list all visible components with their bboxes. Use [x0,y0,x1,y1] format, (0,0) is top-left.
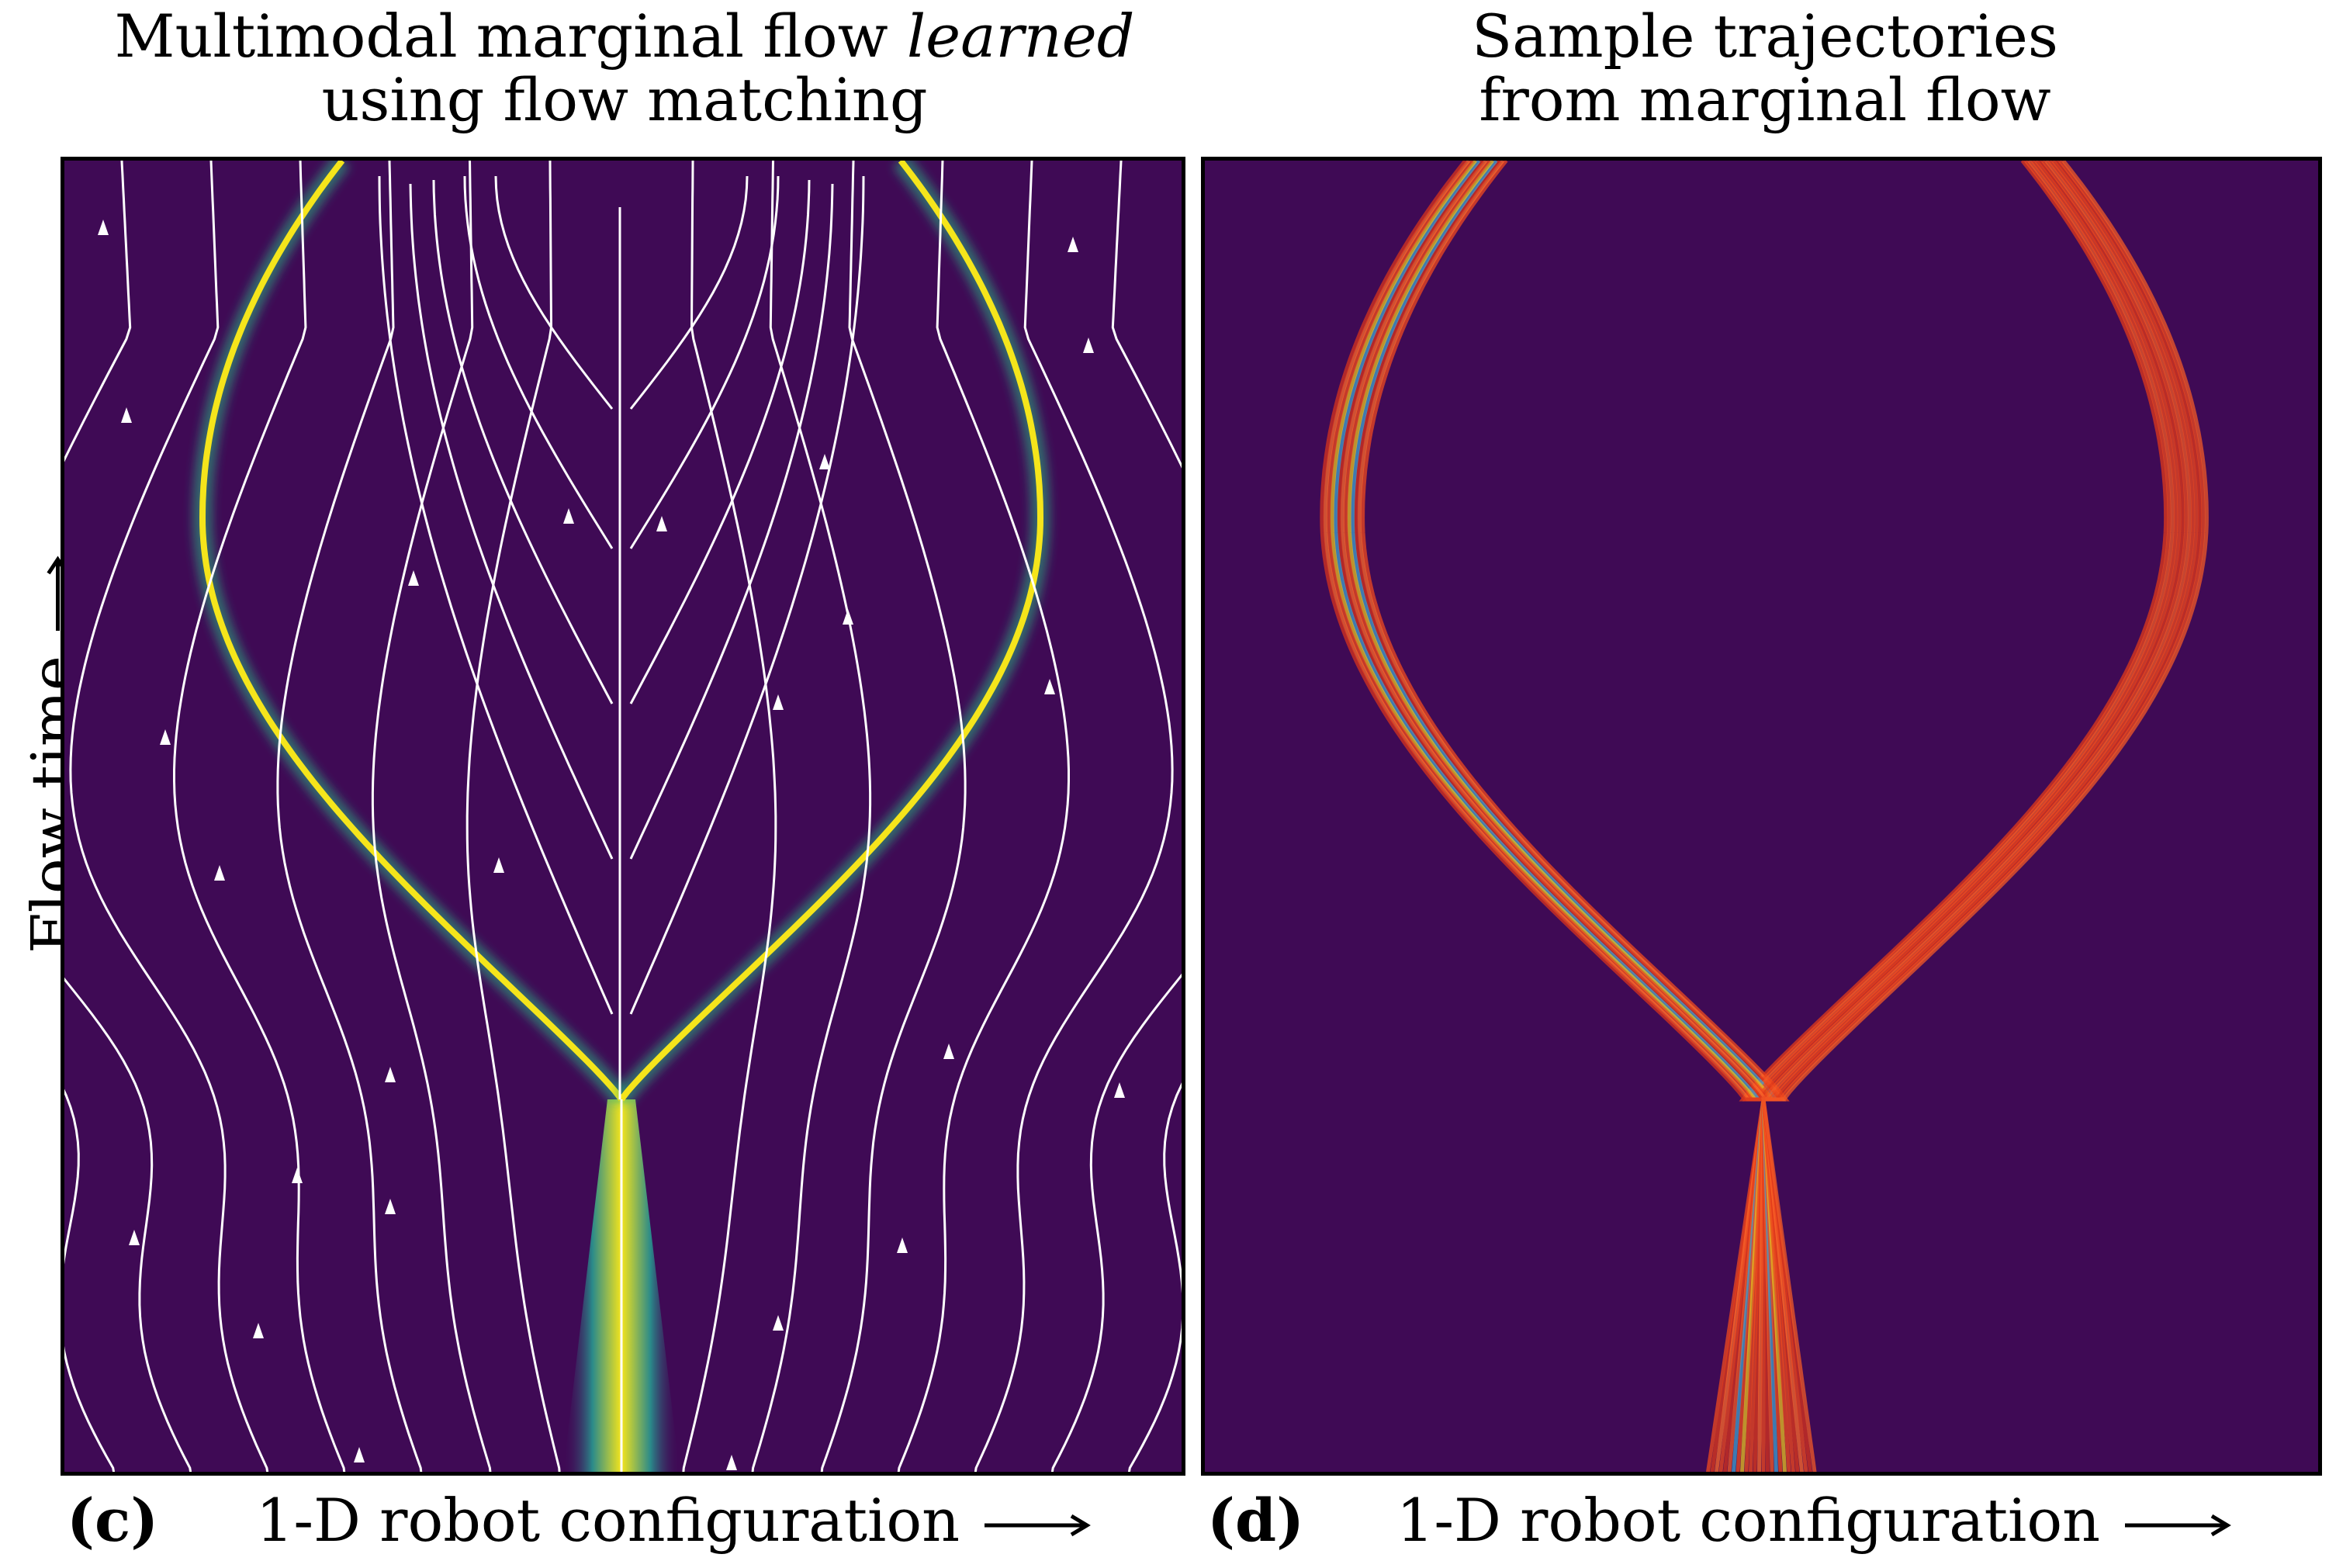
panel-d-xlabel-text: 1-D robot configuration [1396,1486,2101,1555]
streamline [618,207,623,1472]
trajectory-line [1727,161,2175,1472]
trajectory-line [1761,161,2196,1472]
streamline [629,175,780,549]
trajectory-line [1330,161,1787,1472]
streamline [629,175,865,1015]
panel-c-title: Multimodal marginal flow learned using f… [62,5,1187,132]
panel-c-letter: (c) [67,1486,159,1555]
trajectory-plot [1320,161,2209,1472]
streamline [974,161,1174,1472]
streamline-arrowhead [897,1237,908,1253]
streamline-arrowhead [1083,337,1094,353]
panel-c-title-emphasis: learned [906,2,1135,71]
streamline [276,161,423,1472]
panel-c-xlabel: 1-D robot configuration [256,1490,1095,1552]
trajectory-line [1736,161,2178,1472]
panel-d-x-arrow-icon [2125,1514,2232,1537]
streamline-arrowhead [843,609,853,625]
streamline-arrowhead [354,1447,365,1462]
panel-d-title-line1: Sample trajectories [1472,2,2058,71]
streamline-arrowhead [493,857,504,873]
streamline [820,161,967,1472]
streamlines [64,161,1182,1472]
panel-d-letter: (d) [1207,1486,1305,1555]
streamline [629,183,834,860]
streamline-arrowhead [214,865,225,881]
streamline [1127,1082,1182,1472]
trajectory-line [1357,161,1787,1472]
trajectory-line [1327,161,1795,1472]
streamline-plot [64,161,1182,1472]
streamline-arrowhead [773,694,784,710]
density-branch-core [199,161,625,1102]
streamline-arrowhead [292,1168,303,1183]
trajectory-line [1761,161,2209,1472]
trajectory-line [1761,161,2199,1472]
streamline-arrowhead [160,729,171,745]
panel-c-plot [61,157,1185,1476]
streamline [69,161,269,1472]
trajectory-line [1761,161,2203,1472]
streamline-arrowhead [943,1044,954,1059]
streamline-arrowhead [385,1199,396,1214]
streamline [682,161,777,1472]
panel-d-xlabel: 1-D robot configuration [1396,1490,2235,1552]
trajectory-line [1354,161,1783,1472]
streamline [629,179,811,704]
streamline [64,1089,116,1472]
trajectory-line [1323,161,1804,1472]
streamline [371,161,492,1472]
panel-c-title-line1: Multimodal marginal flow [114,2,907,71]
streamline [173,161,346,1472]
panel-d-title-line2: from marginal flow [1479,65,2051,134]
trajectory-line [1340,161,1770,1472]
density-branch-core [618,161,1044,1102]
streamline-arrowhead [385,1067,396,1082]
streamline-arrowhead [773,1315,784,1331]
density-branch-glow [192,161,630,1106]
panel-c-xlabel-text: 1-D robot configuration [256,1486,960,1555]
streamline-arrowhead [129,1230,140,1245]
streamline-arrowhead [1114,1082,1125,1098]
trajectory-line [1761,161,2192,1472]
trajectory-line [1333,161,1778,1472]
streamline-arrowhead [408,570,419,586]
streamline [64,161,192,1472]
streamline [378,175,614,1015]
density-branch-glow [613,161,1051,1106]
trajectory-line [1344,161,1773,1472]
trajectory-line [1337,161,1770,1472]
trajectory-line [1761,161,2189,1472]
streamline [629,175,749,410]
trajectory-line [1347,161,1777,1472]
panel-c-x-arrow-icon [985,1514,1092,1537]
streamline [897,161,1070,1472]
streamline [494,175,614,410]
streamline-arrowhead [1068,237,1078,252]
streamline-arrowhead [563,508,574,524]
streamline-arrowhead [98,220,109,235]
streamline-arrowhead [253,1323,264,1338]
streamline-arrowhead [121,407,132,423]
streamline [751,161,872,1472]
trajectory-line [1350,161,1780,1472]
trajectory-line [1753,161,2185,1472]
streamline [465,161,561,1472]
panel-d-plot [1201,157,2322,1476]
streamline [409,183,614,860]
trajectory-line [1361,161,1790,1472]
streamline-arrowhead [656,516,667,531]
streamline-arrowhead [1044,679,1055,694]
trajectories [1320,161,2209,1472]
streamline-arrowhead [726,1455,737,1470]
streamline [463,175,614,549]
streamline [432,179,614,704]
streamline [1050,161,1182,1472]
streamline-arrowhead [819,454,830,469]
panel-d-title: Sample trajectories from marginal flow [1203,5,2327,132]
trajectory-line [1744,161,2182,1472]
panel-c-title-line2: using flow matching [321,65,928,134]
